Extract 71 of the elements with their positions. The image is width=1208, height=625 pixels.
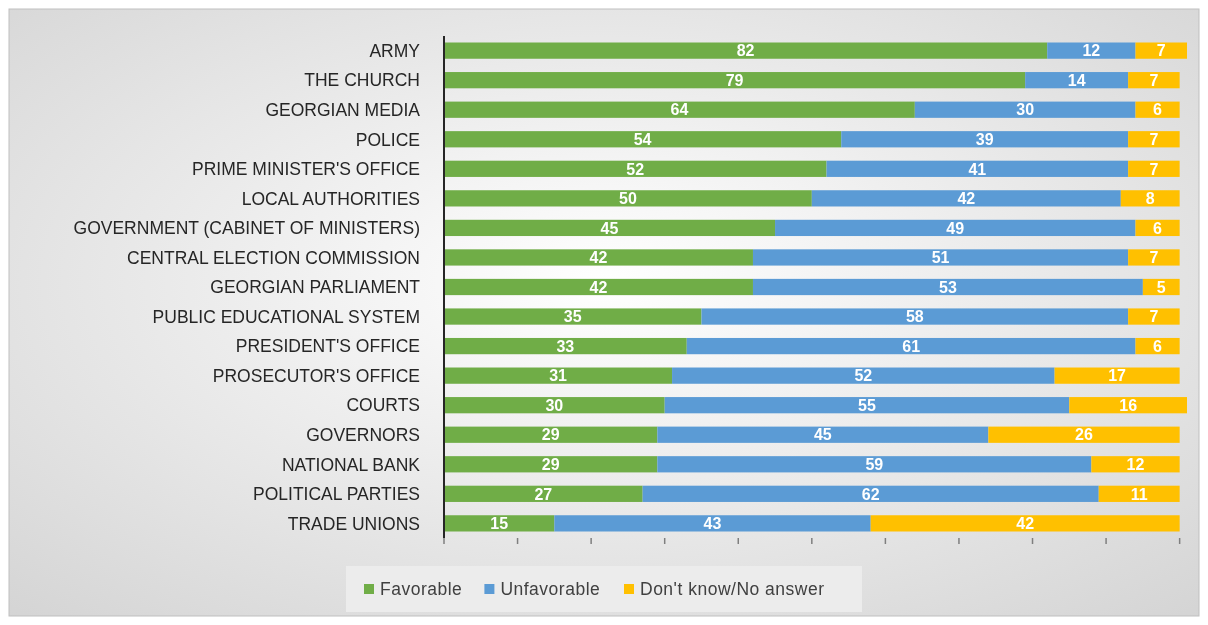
y-tick-label: THE CHURCH <box>304 70 420 91</box>
data-label: 6 <box>1153 337 1163 355</box>
y-tick-label: PRESIDENT'S OFFICE <box>235 336 420 357</box>
data-label: 7 <box>1149 160 1159 178</box>
data-label: 45 <box>600 219 619 237</box>
data-label: 31 <box>549 367 568 385</box>
data-label: 42 <box>957 190 976 208</box>
data-label: 6 <box>1153 219 1163 237</box>
y-tick-label: GOVERNMENT (CABINET OF MINISTERS) <box>73 218 420 239</box>
data-label: 17 <box>1108 367 1127 385</box>
data-label: 79 <box>725 71 744 89</box>
y-tick-label: PROSECUTOR'S OFFICE <box>212 365 420 386</box>
y-tick-label: ARMY <box>369 40 421 61</box>
data-label: 7 <box>1156 42 1166 60</box>
data-label: 54 <box>633 131 652 149</box>
data-label: 82 <box>736 42 755 60</box>
data-label: 43 <box>703 515 722 533</box>
data-label: 62 <box>861 485 880 503</box>
data-label: 39 <box>975 131 994 149</box>
data-label: 59 <box>865 456 884 474</box>
data-label: 45 <box>813 426 832 444</box>
data-label: 33 <box>556 337 575 355</box>
data-label: 7 <box>1149 308 1159 326</box>
data-label: 15 <box>490 515 509 533</box>
data-label: 52 <box>626 160 645 178</box>
data-label: 27 <box>534 485 553 503</box>
y-tick-label: POLICE <box>355 129 420 150</box>
data-label: 52 <box>854 367 873 385</box>
y-tick-label: PUBLIC EDUCATIONAL SYSTEM <box>152 306 420 327</box>
data-label: 42 <box>1016 515 1035 533</box>
data-label: 30 <box>1016 101 1035 119</box>
data-label: 8 <box>1145 190 1155 208</box>
y-tick-label: CENTRAL ELECTION COMMISSION <box>127 247 420 268</box>
data-label: 11 <box>1130 485 1148 503</box>
y-tick-label: COURTS <box>346 395 420 416</box>
y-tick-label: GOVERNORS <box>306 425 420 446</box>
legend-label: Don't know/No answer <box>640 579 825 600</box>
data-label: 29 <box>541 426 560 444</box>
data-label: 35 <box>563 308 582 326</box>
data-label: 7 <box>1149 249 1159 267</box>
data-label: 61 <box>902 337 921 355</box>
data-label: 30 <box>545 396 564 414</box>
data-label: 53 <box>939 278 957 296</box>
data-label: 41 <box>968 160 987 178</box>
y-tick-label: TRADE UNIONS <box>287 513 420 534</box>
data-label: 49 <box>946 219 965 237</box>
data-label: 14 <box>1067 71 1086 89</box>
data-label: 50 <box>619 190 637 208</box>
data-label: 64 <box>670 101 689 119</box>
data-label: 51 <box>931 249 950 267</box>
legend-label: Unfavorable <box>500 579 601 600</box>
y-tick-label: GEORGIAN PARLIAMENT <box>210 277 421 298</box>
data-label: 26 <box>1075 426 1094 444</box>
data-label: 42 <box>589 278 608 296</box>
data-label: 6 <box>1153 101 1163 119</box>
data-label: 5 <box>1156 278 1166 296</box>
legend-label: Favorable <box>380 579 463 600</box>
y-tick-label: GEORGIAN MEDIA <box>265 100 421 121</box>
y-tick-label: LOCAL AUTHORITIES <box>241 188 420 209</box>
data-label: 16 <box>1119 396 1138 414</box>
data-label: 7 <box>1149 71 1159 89</box>
y-tick-label: NATIONAL BANK <box>281 454 421 475</box>
data-label: 42 <box>589 249 608 267</box>
y-tick-label: POLITICAL PARTIES <box>253 484 420 505</box>
data-label: 58 <box>905 308 924 326</box>
y-tick-label: PRIME MINISTER'S OFFICE <box>192 159 420 180</box>
data-label: 7 <box>1149 131 1159 149</box>
data-label: 12 <box>1126 456 1145 474</box>
data-label: 29 <box>541 456 560 474</box>
data-label: 12 <box>1082 42 1101 60</box>
data-label: 55 <box>858 396 876 414</box>
